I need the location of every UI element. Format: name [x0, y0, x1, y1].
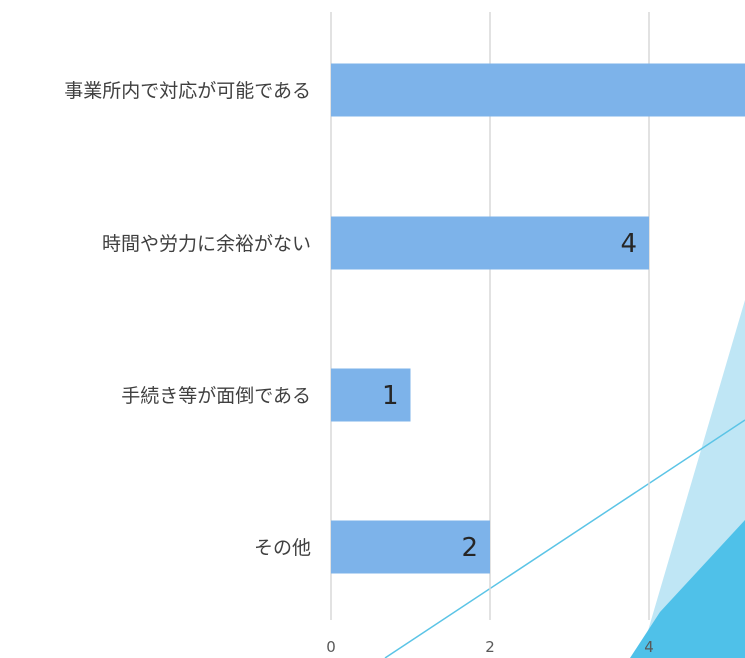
bar: [331, 368, 411, 422]
data-label: 1: [382, 381, 399, 411]
category-label: 手続き等が面倒である: [121, 385, 311, 407]
bars: [331, 63, 745, 574]
bar: [331, 216, 649, 270]
category-label: その他: [254, 537, 311, 559]
data-label: 4: [620, 229, 637, 259]
decor-line: [384, 419, 745, 658]
x-tick-label: 0: [326, 638, 336, 656]
x-axis-tick-labels: 0246810: [326, 638, 654, 656]
data-label: 2: [461, 533, 478, 563]
background-decoration: [384, 300, 745, 658]
category-label: 事業所内で対応が可能である: [64, 80, 311, 102]
x-tick-label: 4: [644, 638, 654, 656]
data-labels: 9412: [382, 229, 637, 563]
x-tick-label: 2: [485, 638, 495, 656]
decor-shape-dark: [630, 520, 745, 658]
bar: [331, 520, 490, 574]
bar: [331, 63, 745, 117]
category-label: 時間や労力に余裕がない: [102, 233, 311, 255]
